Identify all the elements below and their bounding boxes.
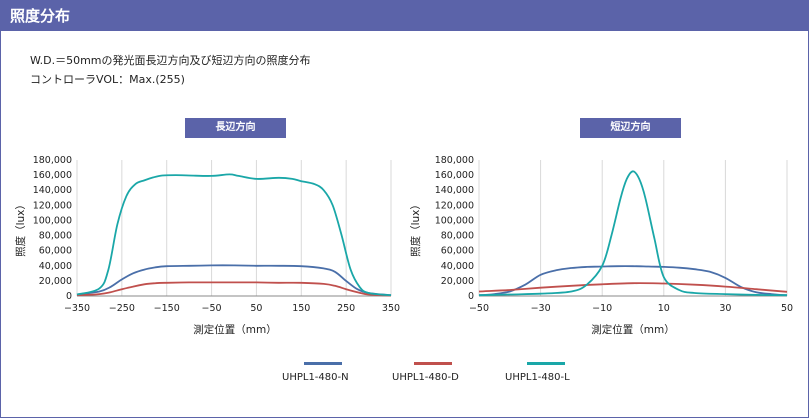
long-y-tick-label: 80,000 xyxy=(39,231,72,242)
long-series-l xyxy=(76,173,392,297)
long-x-axis-label: 測定位置（mm） xyxy=(193,323,276,336)
short-series-n xyxy=(478,265,788,297)
long-x-tick-label: 150 xyxy=(292,303,310,314)
long-x-tick-label: −250 xyxy=(109,303,135,314)
short-series-l xyxy=(478,170,788,297)
long-y-tick-label: 120,000 xyxy=(33,200,72,211)
long-x-tick-label: 50 xyxy=(250,303,262,314)
chart-title-long-side: 長辺方向 xyxy=(185,118,286,138)
long-y-tick-label: 40,000 xyxy=(39,261,72,272)
long-series-d xyxy=(76,281,392,297)
short-y-tick-label: 100,000 xyxy=(435,215,474,226)
legend-label-l: UHPL1-480-L xyxy=(505,372,570,383)
long-series-n xyxy=(76,264,392,297)
short-y-tick-label: 60,000 xyxy=(441,246,474,257)
short-y-tick-label: 140,000 xyxy=(435,185,474,196)
long-y-tick-label: 140,000 xyxy=(33,185,72,196)
short-y-tick-label: 0 xyxy=(468,291,474,302)
header-bar: 照度分布 xyxy=(0,0,809,31)
chart-long-side: 0 20,000 40,000 60,000 80,000 100,000 120,000 1… xyxy=(14,155,400,336)
short-x-tick-label: −10 xyxy=(592,303,612,314)
short-y-tick-label: 20,000 xyxy=(441,276,474,287)
description-line-1: W.D.＝50mmの発光面長辺方向及び短辺方向の照度分布 xyxy=(30,54,311,67)
short-y-tick-label: 120,000 xyxy=(435,200,474,211)
chart-short-side: 0 20,000 40,000 60,000 80,000 100,000 120,000 1… xyxy=(409,155,793,336)
long-y-tick-label: 0 xyxy=(66,291,72,302)
legend-swatch-l xyxy=(527,362,565,365)
description-line-2: コントローラVOL：Max.(255) xyxy=(30,73,185,86)
short-y-tick-label: 40,000 xyxy=(441,261,474,272)
long-y-tick-label: 60,000 xyxy=(39,246,72,257)
legend-label-n: UHPL1-480-N xyxy=(282,372,349,383)
legend-swatch-n xyxy=(304,362,342,365)
short-x-tick-label: 50 xyxy=(781,303,793,314)
legend-label-d: UHPL1-480-D xyxy=(392,372,459,383)
long-y-tick-label: 20,000 xyxy=(39,276,72,287)
long-x-tick-label: −150 xyxy=(154,303,180,314)
long-x-tick-label: −350 xyxy=(64,303,90,314)
long-x-tick-label: −50 xyxy=(202,303,222,314)
short-y-tick-label: 180,000 xyxy=(435,155,474,166)
chart-title-short-side: 短辺方向 xyxy=(580,118,681,138)
short-series-d xyxy=(478,282,788,293)
short-x-axis-label: 測定位置（mm） xyxy=(591,323,674,336)
long-y-tick-label: 180,000 xyxy=(33,155,72,166)
legend-swatch-d xyxy=(414,362,452,365)
short-x-tick-label: 30 xyxy=(719,303,731,314)
short-y-axis-label: 照度（lux） xyxy=(409,199,422,257)
short-x-tick-label: −50 xyxy=(469,303,489,314)
short-y-tick-label: 160,000 xyxy=(435,170,474,181)
long-y-tick-label: 100,000 xyxy=(33,215,72,226)
short-x-tick-label: −30 xyxy=(531,303,551,314)
long-y-tick-label: 160,000 xyxy=(33,170,72,181)
long-y-axis-label: 照度（lux） xyxy=(14,199,27,257)
short-y-tick-label: 80,000 xyxy=(441,231,474,242)
page-title: 照度分布 xyxy=(10,7,71,25)
long-x-tick-label: 350 xyxy=(382,303,400,314)
short-x-tick-label: 10 xyxy=(658,303,670,314)
long-x-tick-label: 250 xyxy=(337,303,355,314)
